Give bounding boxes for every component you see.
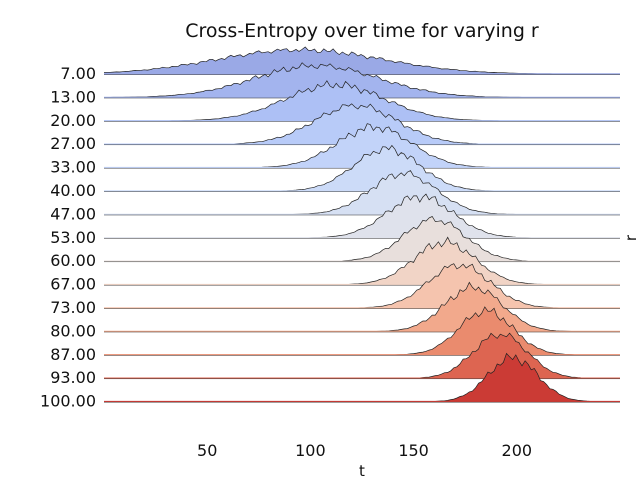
ridge-area-33.00 (104, 123, 620, 168)
y-axis-label: r (622, 234, 640, 241)
ridge-area-7.00 (104, 47, 620, 74)
ridge-area-13.00 (104, 62, 620, 98)
x-tick-label-50: 50 (197, 441, 217, 460)
ridge-area-20.00 (104, 80, 620, 121)
ridge-area-73.00 (104, 263, 620, 308)
x-tick-label-200: 200 (502, 441, 533, 460)
ridge-area-40.00 (104, 145, 620, 191)
y-tick-label-13.00: 13.00 (50, 87, 96, 106)
ridge-outline-73.00 (104, 263, 618, 309)
ridge-area-67.00 (104, 237, 620, 285)
y-tick-label-67.00: 67.00 (50, 275, 96, 294)
y-tick-label-100.00: 100.00 (40, 392, 96, 411)
y-tick-label-20.00: 20.00 (50, 111, 96, 130)
x-ticks-group: 50 100 150 200 (197, 441, 532, 460)
ridge-outline-60.00 (104, 216, 618, 262)
y-tick-label-47.00: 47.00 (50, 204, 96, 223)
y-tick-label-87.00: 87.00 (50, 345, 96, 364)
y-tick-label-80.00: 80.00 (50, 321, 96, 340)
ridge-area-60.00 (104, 216, 620, 262)
x-axis-label: t (359, 462, 365, 480)
y-tick-label-7.00: 7.00 (60, 64, 96, 83)
ridge-area-93.00 (104, 333, 620, 379)
ridge-area-27.00 (104, 103, 620, 145)
ridges-group: 7.00 13.00 20.00 27.00 33.00 40.00 47.00 53.00 6… (40, 46, 620, 411)
y-tick-label-60.00: 60.00 (50, 251, 96, 270)
chart-title: Cross-Entropy over time for varying r (185, 20, 539, 42)
ridge-area-100.00 (104, 353, 620, 402)
y-tick-label-40.00: 40.00 (50, 181, 96, 200)
ridge-area-47.00 (104, 170, 620, 215)
y-tick-label-27.00: 27.00 (50, 134, 96, 153)
y-tick-label-33.00: 33.00 (50, 158, 96, 177)
y-tick-label-73.00: 73.00 (50, 298, 96, 317)
x-tick-label-150: 150 (398, 441, 429, 460)
x-tick-label-100: 100 (295, 441, 326, 460)
y-tick-label-93.00: 93.00 (50, 368, 96, 387)
y-tick-label-53.00: 53.00 (50, 228, 96, 247)
